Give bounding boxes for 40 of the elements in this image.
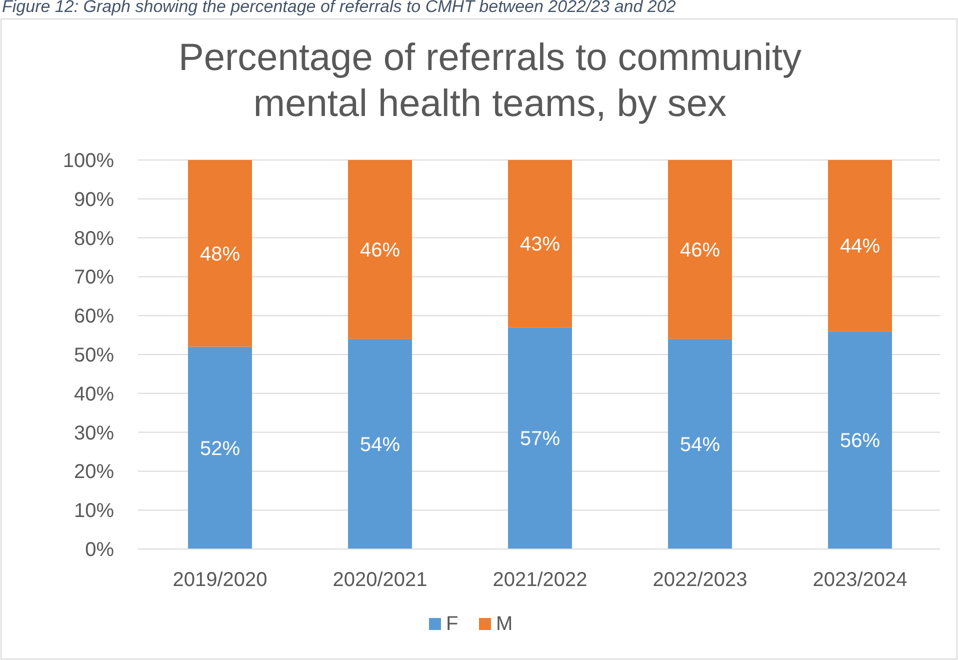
data-label: 54% <box>680 434 720 456</box>
data-label: 48% <box>200 243 240 266</box>
bar <box>668 338 732 549</box>
y-tick-label: 50% <box>74 344 114 366</box>
bar <box>508 160 572 328</box>
bar <box>828 331 892 549</box>
bar <box>188 160 252 347</box>
y-tick-label: 100% <box>62 150 114 172</box>
data-label: 54% <box>360 434 400 456</box>
legend-label: M <box>496 613 513 635</box>
y-tick-label: 90% <box>74 188 114 211</box>
bar <box>348 338 412 549</box>
bar <box>668 160 732 339</box>
y-tick-label: 60% <box>74 306 114 328</box>
legend-label: F <box>446 613 458 635</box>
data-label: 46% <box>360 239 400 262</box>
x-tick-label: 2023/2024 <box>812 569 908 591</box>
y-tick-label: 20% <box>74 461 114 484</box>
y-tick-label: 0% <box>85 539 114 561</box>
bar <box>508 327 572 549</box>
data-label: 46% <box>680 239 720 262</box>
x-tick-label: 2019/2020 <box>172 569 268 591</box>
chart-title: Percentage of referrals to community mental health teams, by sex <box>178 37 802 125</box>
caption: Figure 12: Graph showing the percentage of referrals to CMHT between 2022/23 and 202 <box>2 0 676 16</box>
bar <box>188 346 252 549</box>
y-tick-label: 80% <box>74 228 114 250</box>
bar <box>348 160 412 339</box>
y-tick-label: 10% <box>74 500 114 522</box>
x-tick-label: 2020/2021 <box>332 569 428 591</box>
y-tick-label: 70% <box>74 266 114 289</box>
x-tick-label: 2021/2022 <box>492 569 588 591</box>
data-label: 56% <box>840 430 880 452</box>
x-tick-label: 2022/2023 <box>652 569 748 591</box>
data-label: 43% <box>520 234 560 256</box>
data-label: 52% <box>200 438 240 460</box>
y-tick-label: 40% <box>74 383 114 406</box>
bar <box>828 160 892 332</box>
y-tick-label: 30% <box>74 422 114 444</box>
data-label: 57% <box>520 428 560 450</box>
data-label: 44% <box>840 236 880 258</box>
